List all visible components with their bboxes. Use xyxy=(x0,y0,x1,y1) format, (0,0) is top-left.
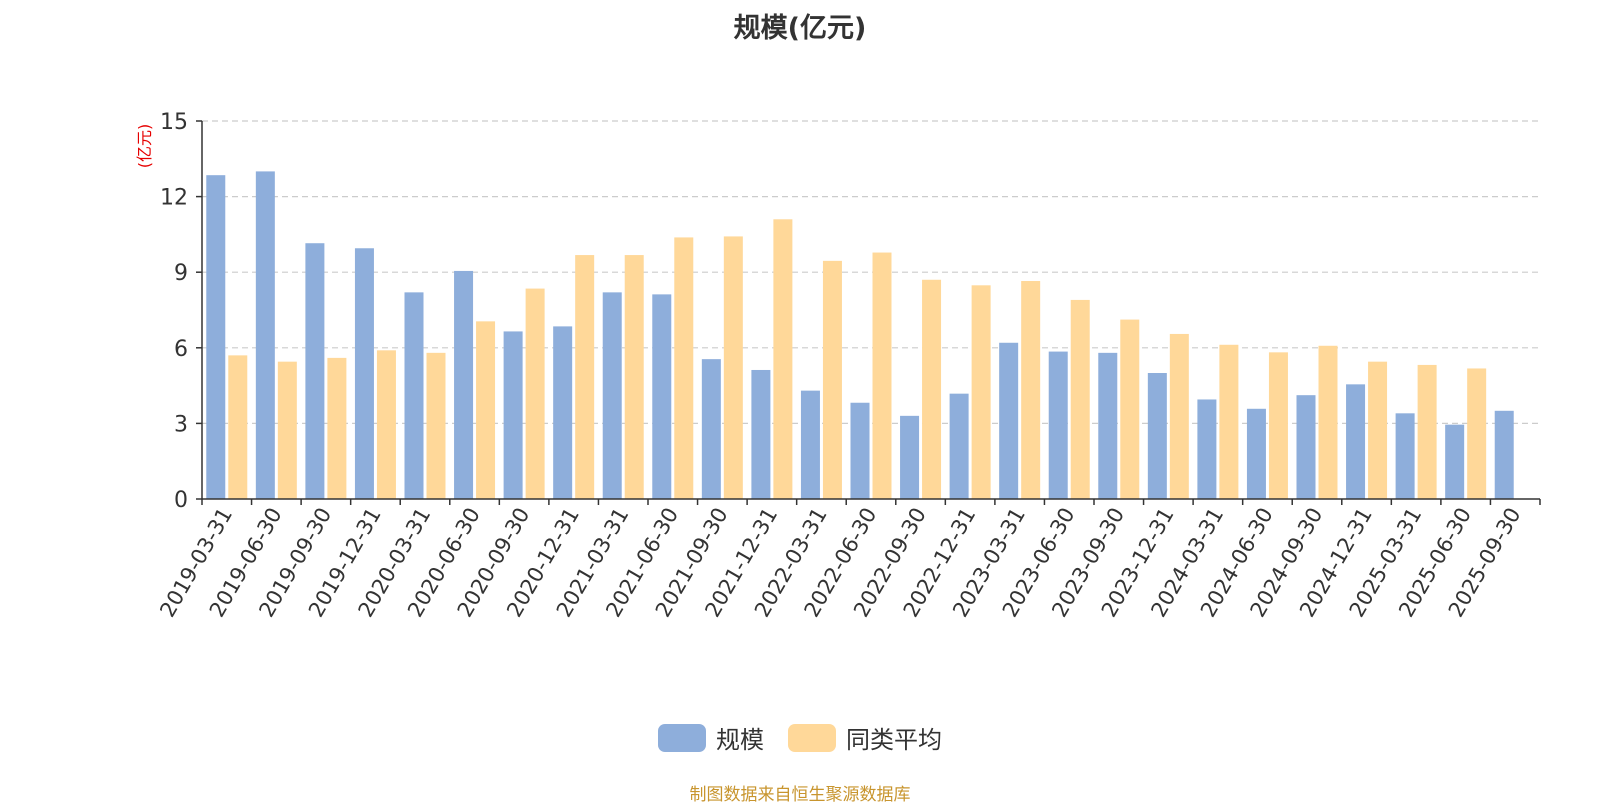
y-tick-label: 15 xyxy=(160,110,188,135)
bar-average[interactable] xyxy=(1368,361,1388,499)
bar-average[interactable] xyxy=(822,260,842,499)
bar-scale[interactable] xyxy=(1197,399,1217,499)
legend-swatch-scale xyxy=(658,723,706,752)
legend: 规模 同类平均 xyxy=(0,720,1600,755)
bar-average[interactable] xyxy=(872,252,892,499)
bar-average[interactable] xyxy=(1268,352,1288,499)
bar-scale[interactable] xyxy=(850,402,870,499)
bar-chart: 2019-03-312019-06-302019-09-302019-12-31… xyxy=(135,110,1541,622)
data-source-note: 制图数据来自恒生聚源数据库 xyxy=(689,785,911,805)
bar-scale[interactable] xyxy=(1346,384,1366,499)
bar-scale[interactable] xyxy=(553,326,573,499)
bar-scale[interactable] xyxy=(800,390,820,499)
legend-label-scale: 规模 xyxy=(716,726,764,754)
bar-average[interactable] xyxy=(1417,364,1437,499)
bar-scale[interactable] xyxy=(454,270,474,499)
legend-swatch-average xyxy=(788,723,836,752)
bar-average[interactable] xyxy=(476,321,496,499)
bar-average[interactable] xyxy=(1021,281,1041,499)
bar-average[interactable] xyxy=(327,357,347,499)
bar-scale[interactable] xyxy=(701,359,721,499)
legend-item-average[interactable]: 同类平均 xyxy=(788,720,942,755)
bar-average[interactable] xyxy=(674,237,694,499)
y-tick-label: 3 xyxy=(174,412,188,437)
bar-scale[interactable] xyxy=(503,331,523,499)
bar-average[interactable] xyxy=(426,352,446,499)
chart-title: 规模(亿元) xyxy=(733,13,867,44)
x-tick-labels: 2019-03-312019-06-302019-09-302019-12-31… xyxy=(155,504,1525,622)
bar-scale[interactable] xyxy=(1246,408,1266,499)
bar-average[interactable] xyxy=(624,255,644,499)
bar-average[interactable] xyxy=(1318,345,1338,499)
y-tick-label: 9 xyxy=(174,261,188,286)
legend-label-average: 同类平均 xyxy=(846,726,942,754)
bar-average[interactable] xyxy=(971,285,991,499)
legend-item-scale[interactable]: 规模 xyxy=(658,720,764,755)
bar-scale[interactable] xyxy=(1445,424,1465,499)
bar-average[interactable] xyxy=(575,255,595,499)
bar-scale[interactable] xyxy=(1395,413,1415,499)
y-tick-label: 6 xyxy=(174,337,188,362)
bar-average[interactable] xyxy=(277,361,297,499)
bar-scale[interactable] xyxy=(1048,351,1068,499)
bar-average[interactable] xyxy=(1467,368,1487,499)
grid-lines xyxy=(202,120,1540,424)
bar-average[interactable] xyxy=(1070,299,1090,499)
y-tick-label: 0 xyxy=(174,488,188,513)
bar-scale[interactable] xyxy=(354,248,374,499)
bar-average[interactable] xyxy=(723,236,743,499)
bar-scale[interactable] xyxy=(751,369,771,499)
bar-scale[interactable] xyxy=(999,342,1019,499)
bar-scale[interactable] xyxy=(404,292,424,499)
bar-scale[interactable] xyxy=(949,393,969,499)
bar-average[interactable] xyxy=(376,350,396,499)
bar-average[interactable] xyxy=(1169,333,1189,499)
bar-average[interactable] xyxy=(773,219,793,499)
y-axis-label: (亿元) xyxy=(135,124,154,169)
axes xyxy=(196,120,1541,505)
bar-scale[interactable] xyxy=(305,243,325,499)
bar-scale[interactable] xyxy=(1494,410,1514,499)
bar-scale[interactable] xyxy=(652,294,672,499)
bar-average[interactable] xyxy=(1219,344,1239,499)
bar-average[interactable] xyxy=(922,279,942,499)
bar-average[interactable] xyxy=(228,355,248,499)
bar-scale[interactable] xyxy=(602,292,622,499)
bars xyxy=(206,171,1514,499)
bar-average[interactable] xyxy=(525,288,545,499)
bar-average[interactable] xyxy=(1120,319,1140,499)
bar-scale[interactable] xyxy=(1098,352,1118,499)
bar-scale[interactable] xyxy=(900,415,920,499)
bar-scale[interactable] xyxy=(206,175,226,499)
bar-scale[interactable] xyxy=(255,171,275,499)
bar-scale[interactable] xyxy=(1296,395,1316,499)
y-tick-label: 12 xyxy=(160,186,188,211)
y-tick-labels: 0 3 6 9 12 15 xyxy=(160,110,188,513)
bar-scale[interactable] xyxy=(1147,373,1167,499)
